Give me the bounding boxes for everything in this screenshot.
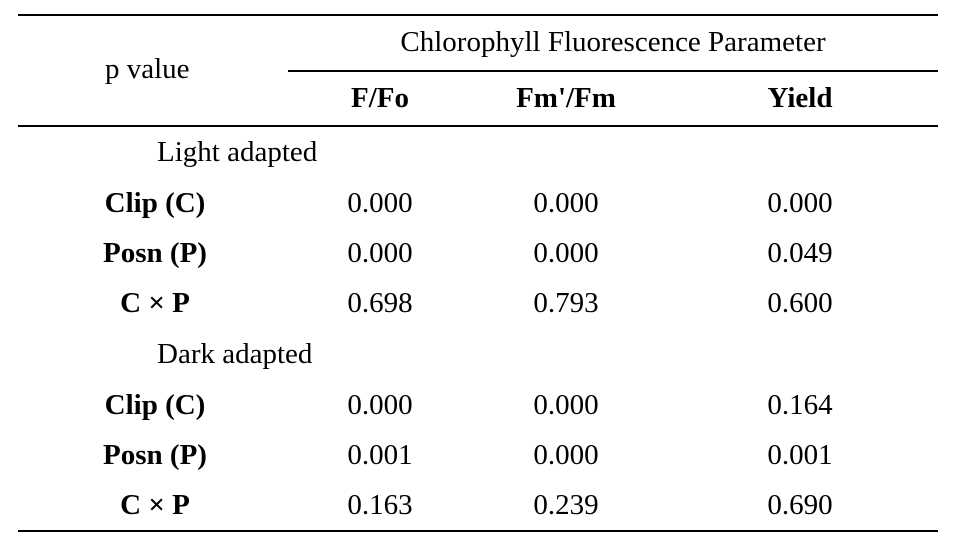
table-cell: 0.239 [533,489,599,521]
section-label-light-adapted: Light adapted [157,136,318,168]
table-cell: 0.000 [347,237,413,269]
column-header-yield: Yield [767,82,833,114]
row-factor: Posn (P) [103,237,207,269]
row-factor: Clip (C) [104,187,206,219]
table-cell: 0.000 [347,187,413,219]
table-cell: 0.000 [767,187,833,219]
table-cell: 0.001 [347,439,413,471]
header-rule [18,125,938,127]
table-cell: 0.698 [347,287,413,319]
table-cell: 0.164 [767,389,833,421]
column-header-fm-prime-fm: Fm'/Fm [516,82,616,114]
row-factor: Clip (C) [104,389,206,421]
table-cell: 0.000 [533,439,599,471]
table-cell: 0.000 [533,237,599,269]
table-cell: 0.793 [533,287,599,319]
table-top-rule [18,14,938,16]
group-header: Chlorophyll Fluorescence Parameter [400,26,826,58]
row-factor: C × P [120,287,190,319]
table-cell: 0.690 [767,489,833,521]
table-cell: 0.000 [533,389,599,421]
table-cell: 0.600 [767,287,833,319]
table-cell: 0.000 [533,187,599,219]
row-factor: Posn (P) [103,439,207,471]
table-bottom-rule [18,530,938,532]
table-cell: 0.000 [347,389,413,421]
column-header-f-fo: F/Fo [351,82,409,114]
row-factor: C × P [120,489,190,521]
stub-header: p value [105,53,190,85]
section-label-dark-adapted: Dark adapted [157,338,313,370]
table-cell: 0.001 [767,439,833,471]
group-header-rule [288,70,938,72]
table-cell: 0.163 [347,489,413,521]
table-cell: 0.049 [767,237,833,269]
